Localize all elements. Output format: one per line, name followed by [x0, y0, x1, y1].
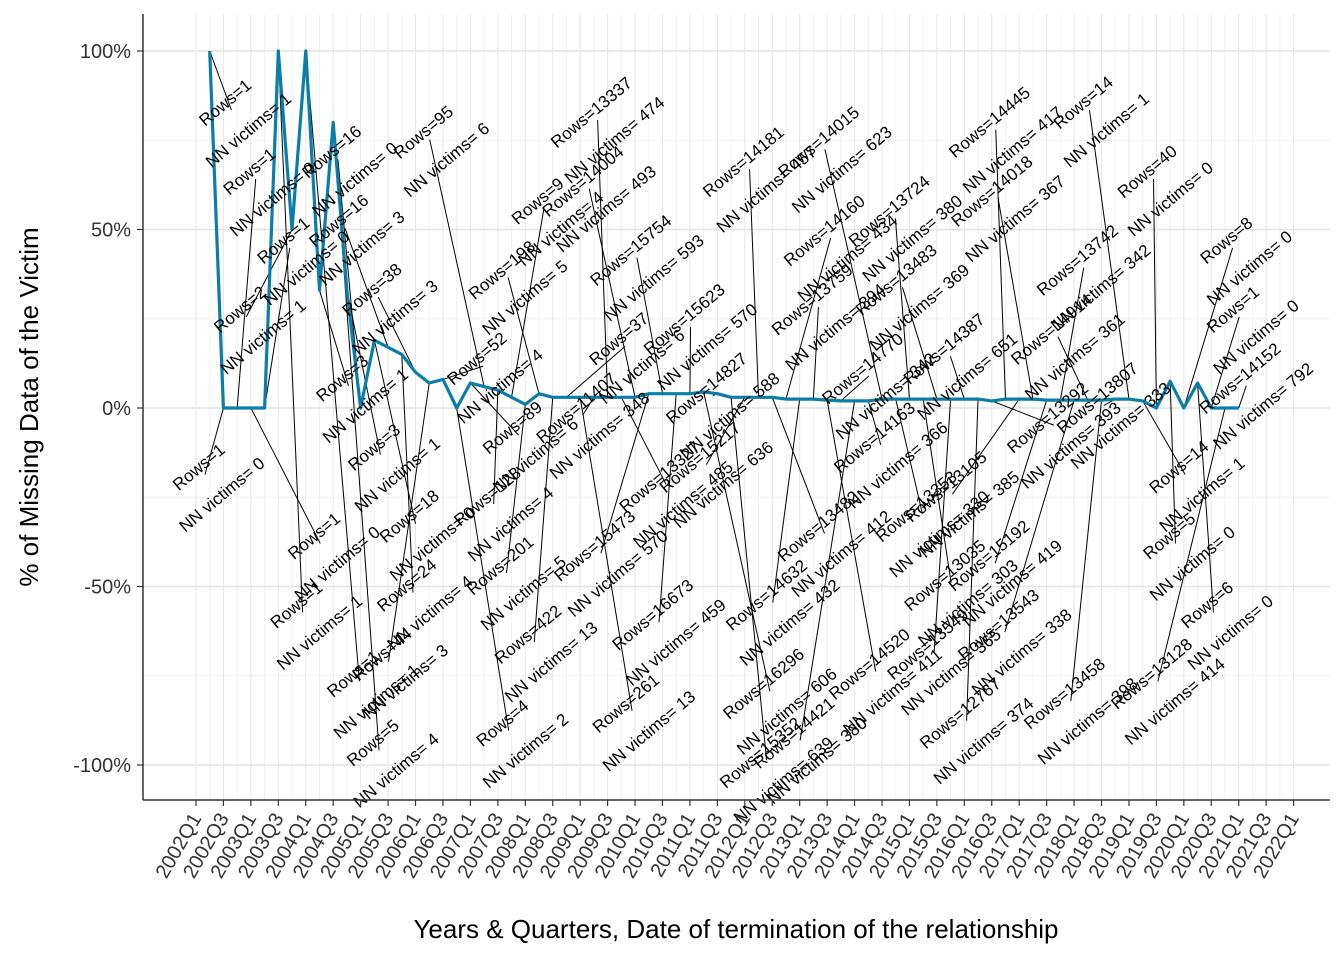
annotation-leader-line — [264, 247, 291, 409]
annotation-leader-line — [994, 399, 1048, 564]
y-axis-title: % of Missing Data of the Victim — [14, 227, 44, 586]
annotation-leader-line — [799, 400, 856, 741]
annotation-leader-line — [689, 326, 692, 394]
annotation-leader-line — [1142, 400, 1186, 475]
annotation-leader-line — [620, 397, 667, 485]
annotation-leader-line — [771, 397, 825, 534]
annotation-victims-text: NN victims= 414 — [1121, 654, 1228, 748]
annotation-leader-line — [305, 50, 360, 682]
annotation-leader-line — [600, 393, 650, 554]
annotation-leader-line — [1059, 267, 1085, 401]
series-line — [208, 49, 1239, 410]
annotation-leader-line — [506, 404, 526, 574]
y-tick-label: 0% — [102, 398, 131, 420]
annotation-leader-line — [1088, 109, 1130, 400]
annotation-leader-line — [997, 198, 1034, 400]
annotation-leader-line — [949, 356, 965, 400]
annotation-leader-line — [588, 188, 636, 398]
annotation-leader-line — [1153, 178, 1157, 409]
annotation-leader-line — [533, 397, 554, 642]
annotation-leader-line — [236, 178, 257, 409]
annotation-leader-line — [1197, 382, 1214, 613]
annotation-leader-line — [705, 397, 746, 465]
annotation-leader-line — [1210, 316, 1240, 409]
annotation-leader-line — [401, 354, 414, 593]
annotation-leader-line — [507, 277, 540, 394]
annotation-leader-line — [204, 407, 224, 475]
annotation-leader-line — [951, 398, 1020, 495]
y-axis-ticks: -100% -50% 0% 50% 100% — [73, 41, 143, 777]
y-tick-label: -100% — [73, 755, 131, 777]
annotation-leader-line — [597, 119, 609, 398]
annotation-leader-line — [703, 391, 771, 692]
annotation-leader-line — [579, 397, 633, 711]
annotation-leader-line — [636, 257, 663, 394]
annotation-leader-line — [824, 149, 883, 400]
annotation-leader-line — [377, 296, 416, 373]
annotation-leader-line — [566, 346, 626, 398]
annotation-leader-line — [250, 407, 321, 544]
annotation-leader-line — [1183, 247, 1234, 409]
annotation-leader-line — [966, 399, 979, 721]
annotation-leader-line — [456, 407, 510, 731]
annotation-leader-line — [1169, 381, 1176, 544]
y-tick-label: -50% — [84, 577, 131, 599]
annotation-leader-line — [344, 228, 389, 348]
annotation-leader-line — [867, 400, 882, 446]
annotation-leader-line — [582, 397, 595, 416]
annotation-leader-line — [730, 397, 768, 761]
annotation-leader-lines — [204, 50, 1247, 761]
annotation-leader-line — [442, 365, 484, 380]
annotation-leader-line — [1238, 385, 1247, 409]
annotation-leader-line — [995, 129, 1006, 400]
annotation-leader-line — [894, 218, 910, 400]
annotation-leader-line — [1004, 400, 1075, 633]
annotation-leader-line — [493, 390, 499, 505]
y-tick-label: 100% — [80, 41, 131, 63]
annotation-leader-line — [319, 290, 349, 386]
annotation-leader-line — [511, 208, 545, 398]
annotation-leader-line — [826, 400, 877, 672]
annotation-leader-line — [749, 169, 760, 398]
annotation-leader-line — [933, 399, 952, 652]
annotation-leader-line — [470, 382, 519, 436]
y-tick-label: 50% — [91, 220, 131, 242]
x-axis-ticks: 2002Q12002Q32003Q12003Q32004Q12004Q32005… — [152, 800, 1304, 882]
annotation-leader-line — [991, 400, 1055, 426]
annotation-leader-line — [387, 382, 430, 662]
annotation-leader-line — [772, 399, 801, 603]
annotation-leader-line — [277, 50, 304, 613]
annotation-leader-line — [785, 237, 832, 400]
annotation-leader-line — [840, 375, 870, 402]
annotation-leader-line — [429, 139, 485, 387]
annotation-leader-line — [1070, 400, 1103, 702]
annotation-leader-line — [895, 398, 923, 514]
annotation-leader-line — [922, 398, 952, 583]
annotation-leader-line — [901, 287, 938, 400]
annotation-leader-line — [812, 306, 819, 400]
annotation-leader-line — [1057, 336, 1089, 401]
annotation-victims-text: NN victims= 374 — [930, 694, 1037, 788]
x-axis-title: Years & Quarters, Date of termination of… — [413, 914, 1058, 944]
annotation-leader-line — [658, 393, 677, 623]
annotation-leader-line — [1157, 407, 1226, 682]
annotation-leader-line — [209, 50, 232, 111]
